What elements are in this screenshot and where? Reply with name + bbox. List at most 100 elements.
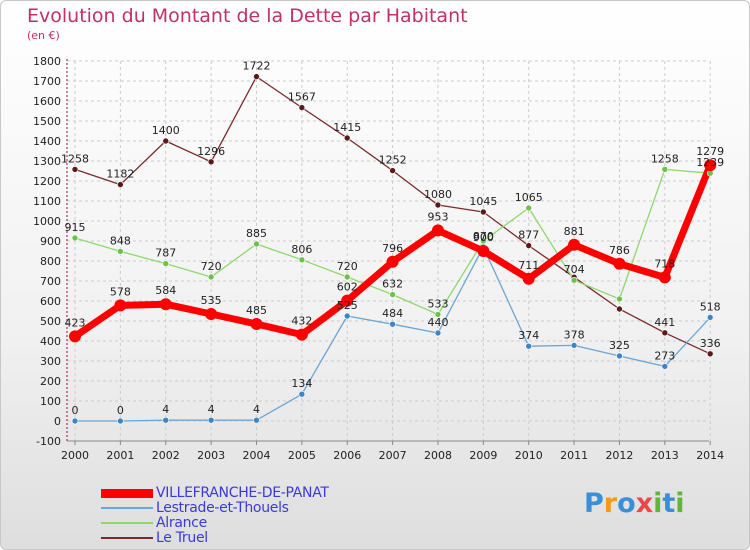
legend-label: Le Truel [156,530,208,546]
data-label: 423 [65,316,86,329]
x-tick-label: 2006 [333,449,361,462]
x-tick-label: 2007 [379,449,407,462]
data-point [71,234,79,242]
data-label: 602 [337,281,358,294]
data-point [525,342,533,350]
y-tick-label: 1300 [33,155,61,168]
data-point [295,328,308,341]
data-point [525,242,533,249]
data-point [570,342,578,349]
data-point [661,363,669,370]
legend-item: Le Truel [101,530,208,546]
data-label: 4 [162,403,169,416]
data-label: 1258 [61,152,89,165]
data-label: 796 [382,242,403,255]
data-point [207,273,215,281]
data-point [117,181,124,188]
data-label: 720 [337,260,358,273]
legend-label: Alrance [156,515,207,531]
data-label: 273 [654,349,675,362]
data-point [704,159,717,172]
data-label: 584 [155,284,176,297]
y-tick-label: 400 [40,335,61,348]
data-label: 632 [382,278,403,291]
x-tick-label: 2010 [515,449,543,462]
y-tick-label: 1800 [33,55,61,68]
proxiti-logo: Proxiti [584,488,685,519]
logo-letter: i [675,488,685,519]
data-point [616,352,623,360]
x-tick-label: 2014 [696,449,724,462]
data-label: 1258 [651,152,679,165]
data-point [616,295,623,303]
x-tick-label: 2002 [152,449,180,462]
data-point [477,245,490,257]
x-tick-label: 2003 [197,449,225,462]
legend-swatch [101,488,153,498]
data-label: 1279 [696,145,724,158]
y-tick-label: 1200 [33,175,61,188]
y-tick-label: 900 [40,235,61,248]
data-point [71,417,79,425]
data-point [205,308,218,320]
data-label: 432 [291,315,312,328]
data-point [162,416,170,424]
data-label: 535 [201,294,222,307]
data-label: 518 [700,300,721,313]
y-tick-label: 1500 [33,115,61,128]
x-tick-label: 2001 [106,449,134,462]
data-label: 720 [201,260,222,273]
data-point [159,298,172,311]
legend-swatch [101,537,153,539]
legend-label: VILLEFRANCHE-DE-PANAT [156,485,329,501]
y-tick-label: 1100 [33,195,61,208]
y-tick-label: -100 [36,435,61,448]
data-label: 704 [564,263,585,276]
data-point [298,104,306,111]
data-point [298,256,306,264]
data-label: 718 [654,257,675,270]
data-point [613,257,626,270]
data-label: 4 [253,403,260,416]
data-point [434,329,442,337]
x-tick-label: 2005 [288,449,316,462]
data-point [207,158,215,166]
data-point [570,276,578,284]
data-label: 440 [427,316,448,329]
data-label: 578 [110,285,131,298]
data-label: 1252 [379,154,407,167]
x-tick-label: 2011 [560,449,588,462]
data-label: 1722 [242,60,270,73]
legend-item: VILLEFRANCHE-DE-PANAT [101,485,329,501]
data-label: 485 [246,304,267,317]
logo-letter: i [653,488,663,519]
data-point [480,208,487,216]
data-label: 885 [246,227,267,240]
data-label: 900 [473,231,494,244]
logo-letter: r [603,488,618,519]
data-label: 1400 [152,124,180,137]
legend-item: Alrance [101,515,207,531]
data-label: 848 [110,234,131,247]
legend-label: Lestrade-et-Thouels [156,500,289,516]
y-tick-label: 600 [40,295,61,308]
data-point [162,137,170,145]
data-label: 786 [609,244,630,257]
data-label: 4 [208,403,215,416]
data-point [389,320,396,328]
data-point [207,416,215,424]
data-point [434,201,442,209]
x-tick-label: 2013 [651,449,679,462]
data-point [525,204,533,212]
data-label: 1415 [333,121,361,134]
data-label: 870 [473,230,494,243]
data-label: 134 [291,377,312,390]
y-tick-label: 1700 [33,75,61,88]
y-tick-label: 500 [40,315,61,328]
data-label: 1065 [515,191,543,204]
data-point [386,255,399,268]
data-label: 953 [427,210,448,223]
data-point [343,312,351,320]
